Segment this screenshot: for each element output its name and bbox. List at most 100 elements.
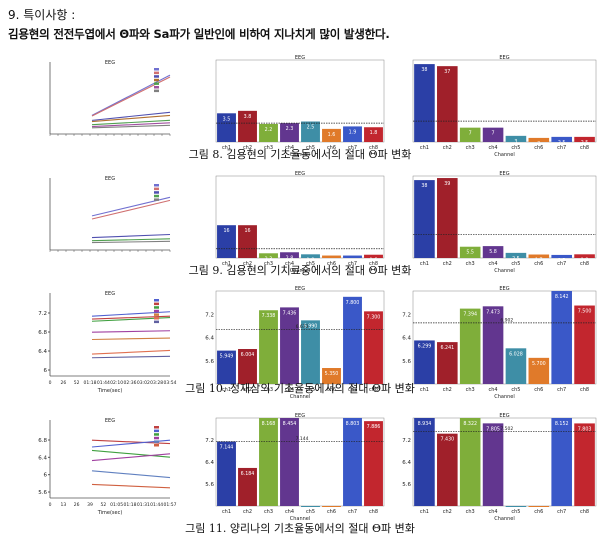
bar-value-label: 1.6 (370, 258, 378, 264)
bar-ch3 (459, 418, 481, 506)
legend-swatch (154, 187, 159, 191)
channel-tick-label: ch4 (489, 387, 498, 393)
line-chart: EEG (49, 176, 171, 252)
bar-ch8 (574, 305, 595, 384)
channel-tick-label: ch7 (557, 145, 566, 151)
channel-tick-label: ch8 (369, 387, 378, 393)
bar-y-tick-label: 5.6 (205, 482, 214, 488)
legend-swatch (154, 429, 159, 433)
bar-ch2 (238, 110, 257, 142)
line-series (91, 119, 171, 126)
bar-value-label: 2.8 (286, 255, 294, 261)
bar-ch3 (459, 246, 481, 258)
bar-y-tick-label: 6.4 (402, 460, 411, 466)
line-y-tick-label: 7.2 (38, 311, 47, 317)
bar-ch8 (364, 254, 383, 258)
line-chart-title: EEG (105, 176, 115, 182)
channel-tick-label: ch7 (557, 509, 566, 515)
channel-tick-label: ch6 (534, 387, 543, 393)
channel-tick-label: ch8 (580, 509, 589, 515)
channel-tick-label: ch3 (466, 261, 475, 267)
bar-ch7 (343, 126, 362, 142)
bar-ch6 (322, 368, 341, 384)
line-series (91, 311, 171, 317)
channel-tick-label: ch1 (222, 509, 231, 515)
line-y-tick-label: 6.4 (38, 455, 47, 461)
line-series (91, 337, 171, 341)
channel-tick-label: ch2 (443, 145, 452, 151)
bar-value-label: 37 (444, 69, 450, 75)
channel-tick-label: ch5 (306, 509, 315, 515)
bar-ch3 (259, 310, 278, 384)
bar-value-label: 8.803 (346, 421, 360, 427)
channel-tick-label: ch8 (369, 145, 378, 151)
legend-swatch (154, 86, 159, 89)
channel-tick-label: ch7 (348, 145, 357, 151)
legend-swatch (154, 194, 159, 198)
x-axis-title: Channel (494, 268, 515, 274)
bar-value-label: 3.5 (223, 116, 231, 122)
bar-value-label: 7.144 (220, 445, 234, 451)
line-y-tick-label: 6.8 (38, 330, 47, 336)
bar-value-label: 1.8 (581, 257, 589, 263)
bar-chart-title: EEG (499, 171, 509, 177)
line-series (91, 124, 171, 129)
bar-value-label: 8.152 (555, 421, 569, 427)
line-series (91, 315, 171, 320)
bar-value-label: 1.5 (558, 258, 566, 264)
bar-value-label: 5.5 (466, 250, 474, 256)
bar-chart-title: EEG (295, 413, 305, 419)
bar-ch7 (343, 296, 362, 384)
line-series (91, 355, 171, 359)
channel-tick-label: ch1 (420, 145, 429, 151)
bar-value-label: 16 (223, 228, 229, 234)
average-label: 7.144 (296, 436, 309, 442)
channel-tick-label: ch1 (420, 509, 429, 515)
bar-ch6 (322, 255, 341, 258)
bar-ch3 (259, 418, 278, 506)
line-x-tick-label: 01:18 (124, 502, 137, 508)
bar-ch5 (505, 135, 527, 142)
bar-y-tick-label: 6.4 (402, 336, 411, 342)
line-x-tick-label: 03:02 (137, 380, 150, 386)
average-label: 6.673 (296, 324, 309, 330)
bar-ch6 (322, 506, 341, 507)
line-series (91, 240, 171, 244)
figure-caption: 그림 10. 정재삼의 기초율동에서의 절대 Θ파 변화 (185, 382, 415, 395)
channel-tick-label: ch6 (327, 145, 336, 151)
line-x-tick-label: 03:54 (164, 380, 177, 386)
bar-ch1 (414, 418, 435, 506)
bar-value-label: 1.9 (349, 129, 357, 135)
line-series (91, 199, 171, 220)
channel-tick-label: ch2 (443, 509, 452, 515)
channel-tick-label: ch1 (222, 261, 231, 267)
bar-ch1 (217, 350, 236, 384)
bar-value-label: 7 (492, 131, 495, 137)
line-series (91, 233, 171, 239)
bar-ch6 (322, 128, 341, 142)
channel-tick-label: ch4 (489, 261, 498, 267)
bar-ch6 (528, 254, 550, 258)
bar-value-label: 7.800 (346, 300, 360, 306)
channel-tick-label: ch5 (511, 387, 520, 393)
channel-tick-label: ch7 (348, 261, 357, 267)
bar-chart-title: EEG (499, 413, 509, 419)
channel-tick-label: ch8 (369, 261, 378, 267)
legend-swatch (154, 198, 159, 201)
section-note: 김용현의 전전두엽에서 Θ파와 Sa파가 일반인에 비하여 지나치게 많이 발생… (8, 27, 390, 41)
bar-y-tick-label: 6.4 (205, 336, 214, 342)
bar-ch5 (301, 320, 320, 384)
channel-tick-label: ch6 (534, 509, 543, 515)
channel-tick-label: ch4 (285, 509, 294, 515)
bar-value-label: 7.886 (367, 424, 381, 430)
line-series (91, 111, 171, 121)
bar-ch4 (280, 307, 299, 384)
x-axis-title: Channel (290, 516, 311, 522)
legend-swatch (154, 426, 159, 429)
bar-ch5 (301, 121, 320, 142)
line-x-tick-label: 26 (74, 502, 80, 508)
line-chart-title: EEG (105, 291, 115, 297)
channel-tick-label: ch8 (580, 145, 589, 151)
